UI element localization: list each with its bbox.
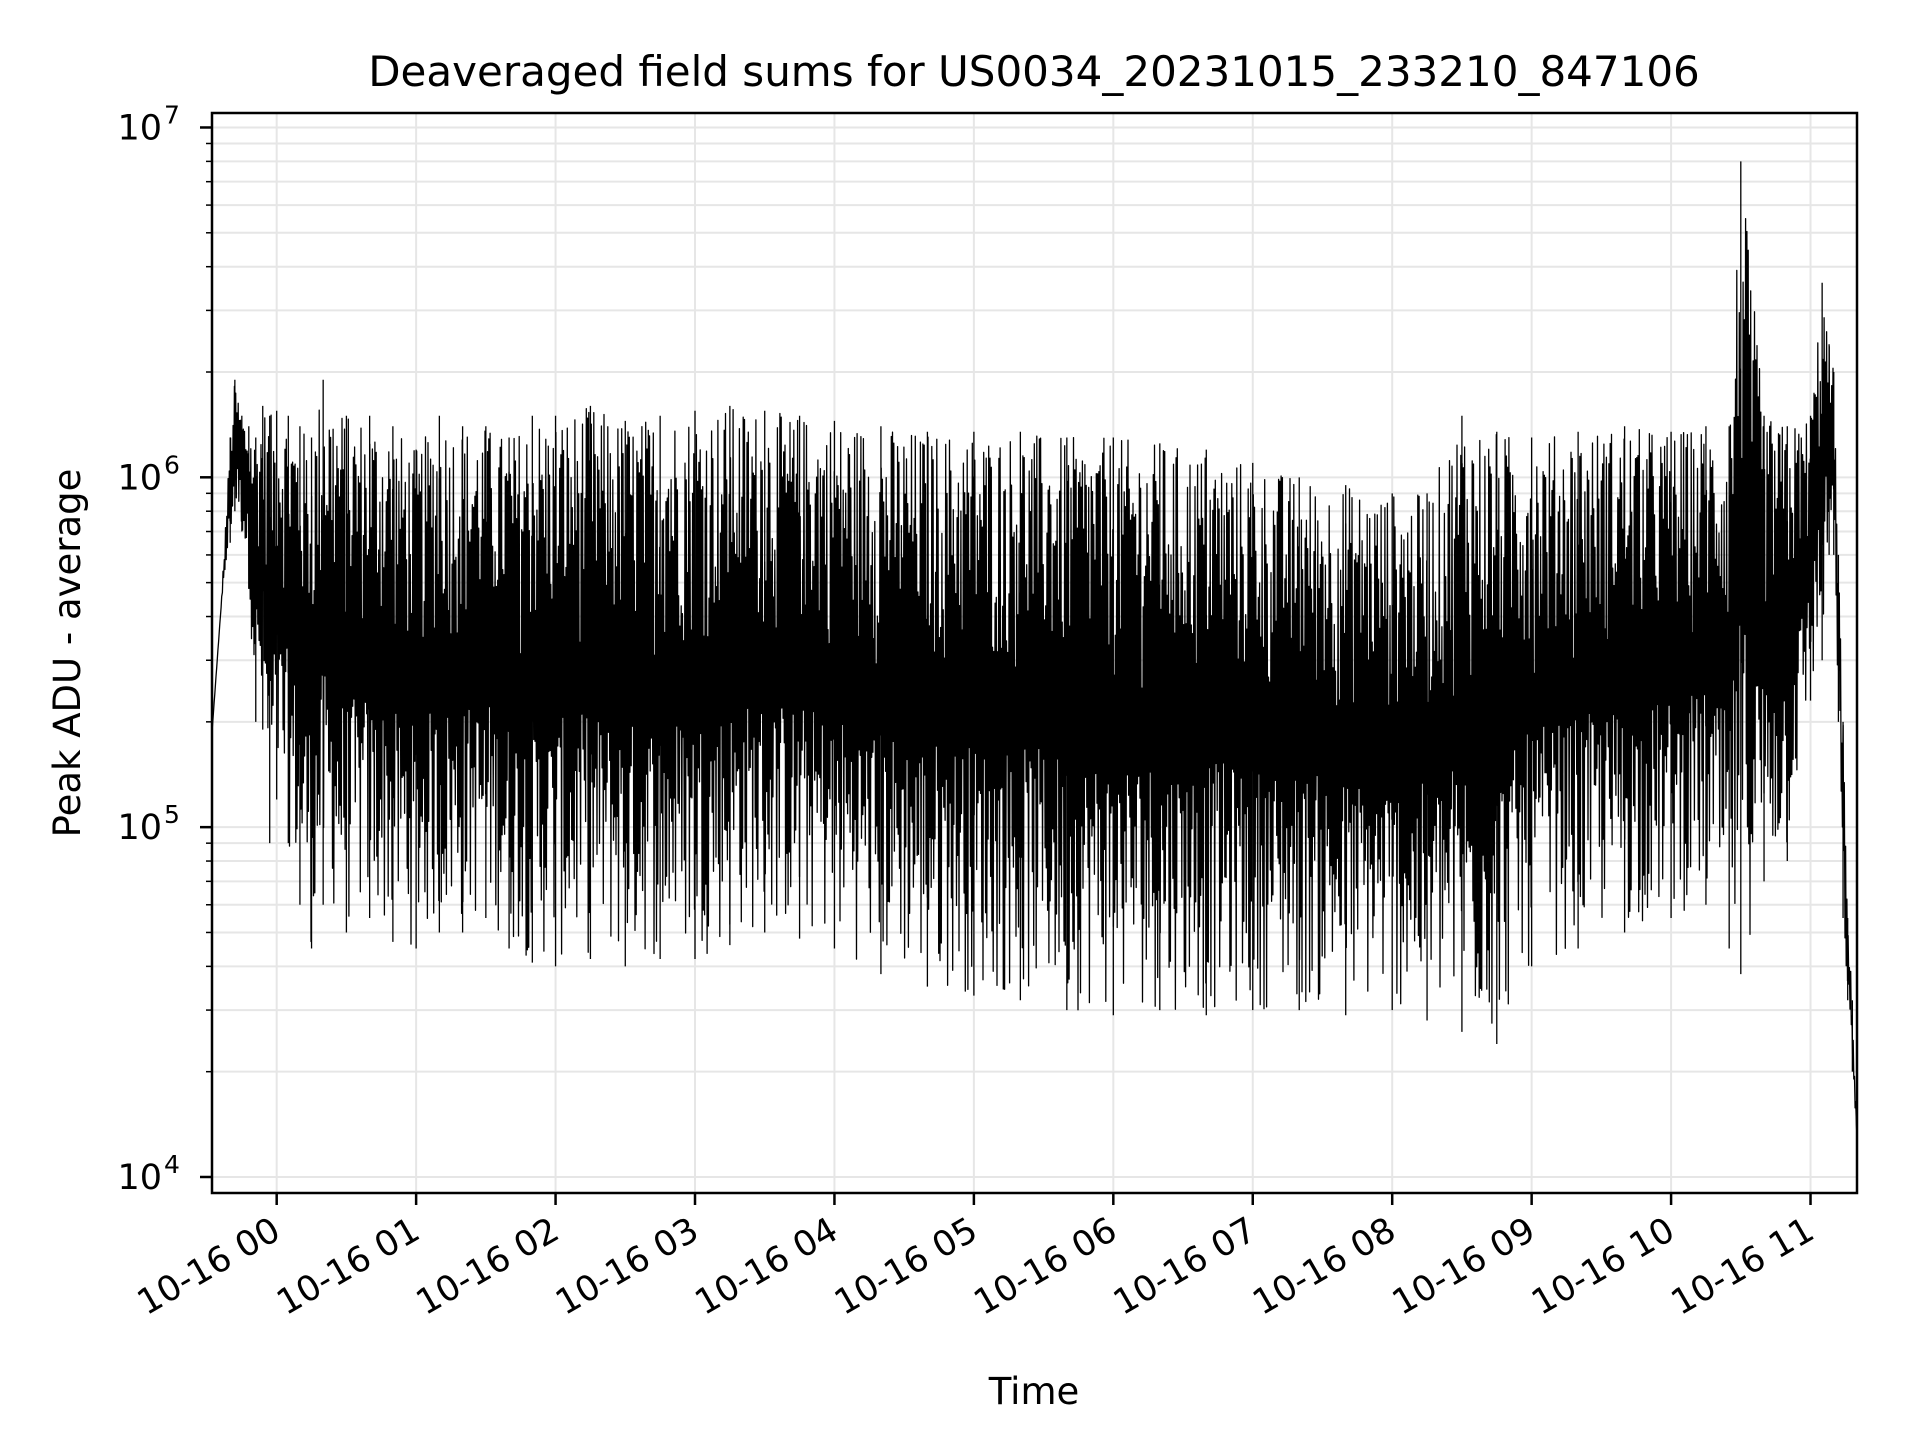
y-tick-exponent: 4 — [164, 1150, 180, 1179]
y-tick-label: 10 — [117, 108, 162, 148]
y-axis-label: Peak ADU - average — [46, 469, 89, 838]
y-tick-label: 10 — [117, 808, 162, 848]
x-axis-label: Time — [988, 1370, 1080, 1413]
data-layer — [210, 161, 1858, 1138]
y-tick-exponent: 5 — [164, 800, 180, 829]
y-tick-label: 10 — [117, 458, 162, 498]
plot-frame — [210, 111, 1859, 1195]
y-tick-exponent: 7 — [164, 100, 180, 129]
chart-title: Deaveraged field sums for US0034_2023101… — [368, 47, 1700, 96]
y-tick-exponent: 6 — [164, 450, 180, 479]
y-tick-label: 10 — [117, 1158, 162, 1198]
